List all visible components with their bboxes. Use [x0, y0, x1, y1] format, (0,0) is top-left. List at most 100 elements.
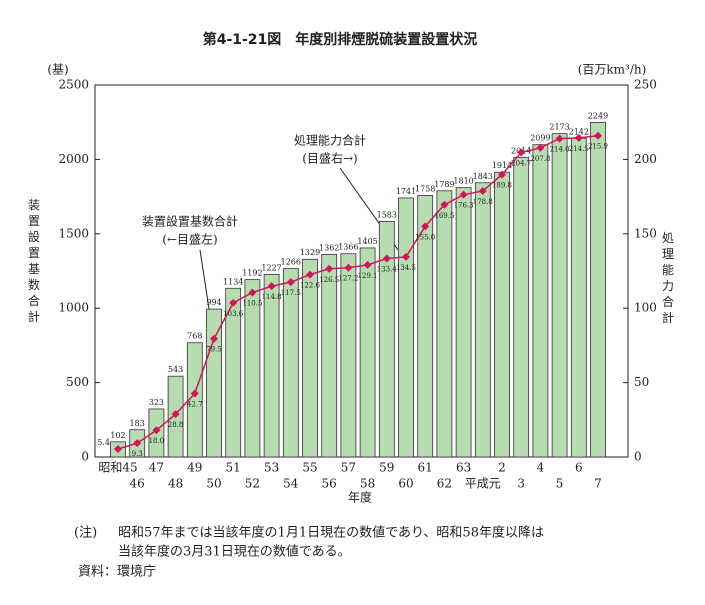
bar-value-label: 1329 — [300, 248, 320, 257]
bar-value-label: 2142 — [569, 127, 589, 136]
line-marker — [402, 252, 410, 261]
annotation: 装置設置基数合計 — [142, 214, 238, 229]
line-marker — [536, 143, 545, 152]
bar — [302, 258, 318, 458]
bar — [398, 197, 414, 458]
bar-value-label: 1741 — [396, 187, 416, 196]
line-marker — [382, 254, 391, 263]
bar-value-label: 1362 — [319, 243, 339, 252]
line-marker — [440, 200, 449, 209]
line-value-label: 114.8 — [262, 293, 282, 301]
line-marker — [344, 263, 353, 272]
bar-value-label: 1227 — [261, 263, 281, 272]
line-marker — [363, 260, 372, 269]
bar — [263, 274, 280, 458]
x-tick-label: 50 — [206, 477, 221, 491]
annotation: (目盛右→) — [302, 151, 357, 166]
bar — [282, 268, 299, 458]
bar-value-label: 323 — [149, 398, 164, 407]
x-tick-label: 56 — [322, 477, 337, 491]
y-tick-label: 1000 — [58, 301, 89, 315]
line-value-label: 214.5 — [569, 145, 589, 153]
line-value-label: 42.7 — [187, 400, 203, 408]
bar-value-label: 1843 — [473, 172, 493, 181]
y-tick-label: 2000 — [58, 152, 89, 166]
y2-tick-label: 150 — [634, 226, 657, 240]
line-value-label: 117.5 — [281, 289, 301, 297]
line-marker — [171, 410, 180, 419]
x-tick-label: 61 — [418, 461, 433, 475]
line-value-label: 133.4 — [377, 266, 398, 274]
x-tick-label: 60 — [398, 477, 413, 491]
x-tick-label: 7 — [594, 477, 602, 491]
bar-value-label: 1405 — [357, 237, 377, 246]
line-marker — [574, 133, 583, 142]
line-value-label: 122.6 — [300, 282, 321, 290]
bar-value-label: 1583 — [377, 210, 397, 219]
bar — [455, 187, 472, 458]
y-tick-label: 0 — [81, 450, 89, 464]
y-unit: (基) — [47, 63, 68, 77]
x-tick-label: 3 — [517, 477, 525, 491]
line-marker — [498, 170, 506, 179]
line-value-label: 79.5 — [206, 346, 222, 354]
bar-value-label: 1192 — [242, 269, 262, 278]
bar-value-label: 543 — [168, 365, 183, 374]
chart-title: 第4-1-21図 年度別排煙脱硫装置設置状況 — [203, 31, 478, 48]
bar — [551, 133, 568, 458]
line-value-label: 126.5 — [319, 276, 339, 284]
bar-value-label: 1758 — [415, 184, 435, 193]
x-tick-label: 昭和45 — [98, 461, 137, 475]
bar — [321, 253, 338, 458]
x-tick-label: 59 — [379, 461, 394, 475]
x-tick-label: 6 — [575, 461, 583, 475]
line-marker — [594, 131, 602, 140]
note: 資料：環境庁 — [78, 565, 156, 580]
line-marker — [190, 389, 199, 398]
line-marker — [286, 278, 295, 287]
x-tick-label: 49 — [187, 461, 202, 475]
x-tick-label: 55 — [302, 461, 317, 475]
line-value-label: 28.8 — [168, 421, 184, 429]
bar-value-label: 1810 — [453, 177, 473, 186]
line-value-label: 127.2 — [338, 275, 358, 283]
line-value-label: 176.3 — [454, 202, 474, 210]
line-value-label: 169.5 — [434, 212, 454, 220]
x-tick-label: 62 — [437, 477, 452, 491]
bar — [417, 195, 434, 458]
line-value-label: 214.0 — [550, 146, 570, 154]
line-value-label: 207.8 — [530, 155, 550, 163]
line-value-label: 129.1 — [358, 272, 378, 280]
bar — [206, 308, 222, 458]
line-value-label: 103.6 — [223, 310, 244, 318]
line-marker — [133, 439, 142, 448]
bar-value-label: 1914 — [492, 161, 512, 170]
line-marker — [306, 270, 314, 279]
note: 当該年度の3月31日現在の数値である。 — [118, 544, 351, 560]
line-value-label: 134.5 — [396, 264, 416, 272]
x-tick-label: 51 — [226, 461, 241, 475]
line-value-label: 9.3 — [132, 450, 143, 458]
bar — [436, 190, 453, 458]
line-value-label: 178.8 — [473, 198, 493, 206]
bar — [359, 247, 376, 458]
x-tick-label: 63 — [456, 461, 471, 475]
bar — [378, 221, 395, 458]
bar-value-label: 1134 — [223, 277, 243, 286]
line-marker — [114, 444, 122, 453]
y-tick-label: 1500 — [58, 226, 89, 240]
x-tick-label: 48 — [168, 477, 183, 491]
bar-value-label: 2173 — [549, 123, 569, 132]
axis-title: 装置設置基数合計 — [28, 198, 40, 324]
y2-tick-label: 100 — [634, 301, 657, 315]
line-marker — [152, 426, 161, 435]
x-tick-label: 平成元 — [465, 477, 501, 491]
line-marker — [229, 298, 238, 307]
bar — [186, 342, 203, 458]
bar-value-label: 1789 — [434, 180, 454, 189]
line-marker — [459, 190, 468, 199]
y-tick-label: 500 — [66, 375, 89, 389]
y2-unit: (百万km³/h) — [578, 63, 647, 77]
x-tick-label: 53 — [264, 461, 279, 475]
